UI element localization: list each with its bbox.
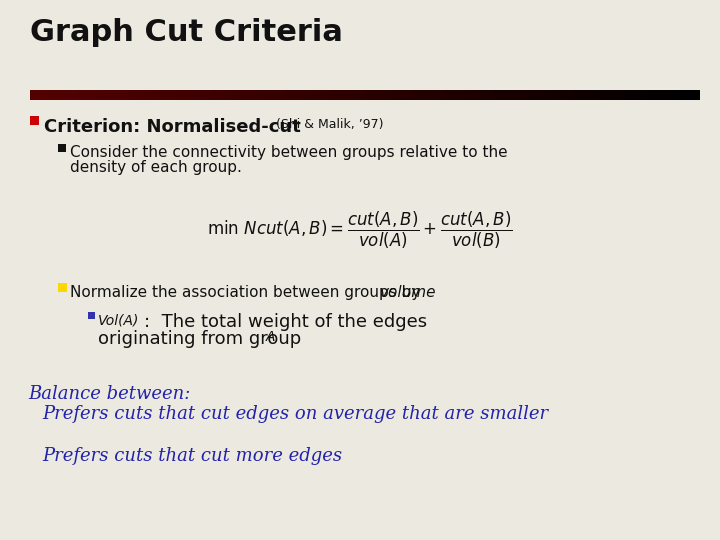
Text: A: A [266, 330, 276, 344]
Text: Consider the connectivity between groups relative to the: Consider the connectivity between groups… [70, 145, 508, 160]
Text: $\mathrm{min}\ \mathit{Ncut}(A,B) = \dfrac{\mathit{cut}(A,B)}{\mathit{vol}(A)} +: $\mathrm{min}\ \mathit{Ncut}(A,B) = \dfr… [207, 210, 513, 251]
Text: Prefers cuts that cut more edges: Prefers cuts that cut more edges [42, 447, 342, 465]
Text: Prefers cuts that cut edges on average that are smaller: Prefers cuts that cut edges on average t… [42, 405, 548, 423]
Bar [30, 116, 39, 125]
Bar [58, 283, 67, 292]
Text: :  The total weight of the edges: : The total weight of the edges [144, 313, 427, 331]
Text: Criterion: Normalised-cut: Criterion: Normalised-cut [44, 118, 301, 136]
Text: Graph Cut Criteria: Graph Cut Criteria [30, 18, 343, 47]
Text: volume: volume [380, 285, 436, 300]
Text: density of each group.: density of each group. [70, 160, 242, 175]
Text: originating from group: originating from group [98, 330, 307, 348]
Bar [88, 312, 95, 319]
Text: Normalize the association between groups by: Normalize the association between groups… [70, 285, 426, 300]
Text: Vol(A): Vol(A) [98, 313, 140, 327]
Bar [58, 144, 66, 152]
Text: Balance between:: Balance between: [28, 385, 190, 403]
Text: (Shi & Malik, ’97): (Shi & Malik, ’97) [272, 118, 384, 131]
